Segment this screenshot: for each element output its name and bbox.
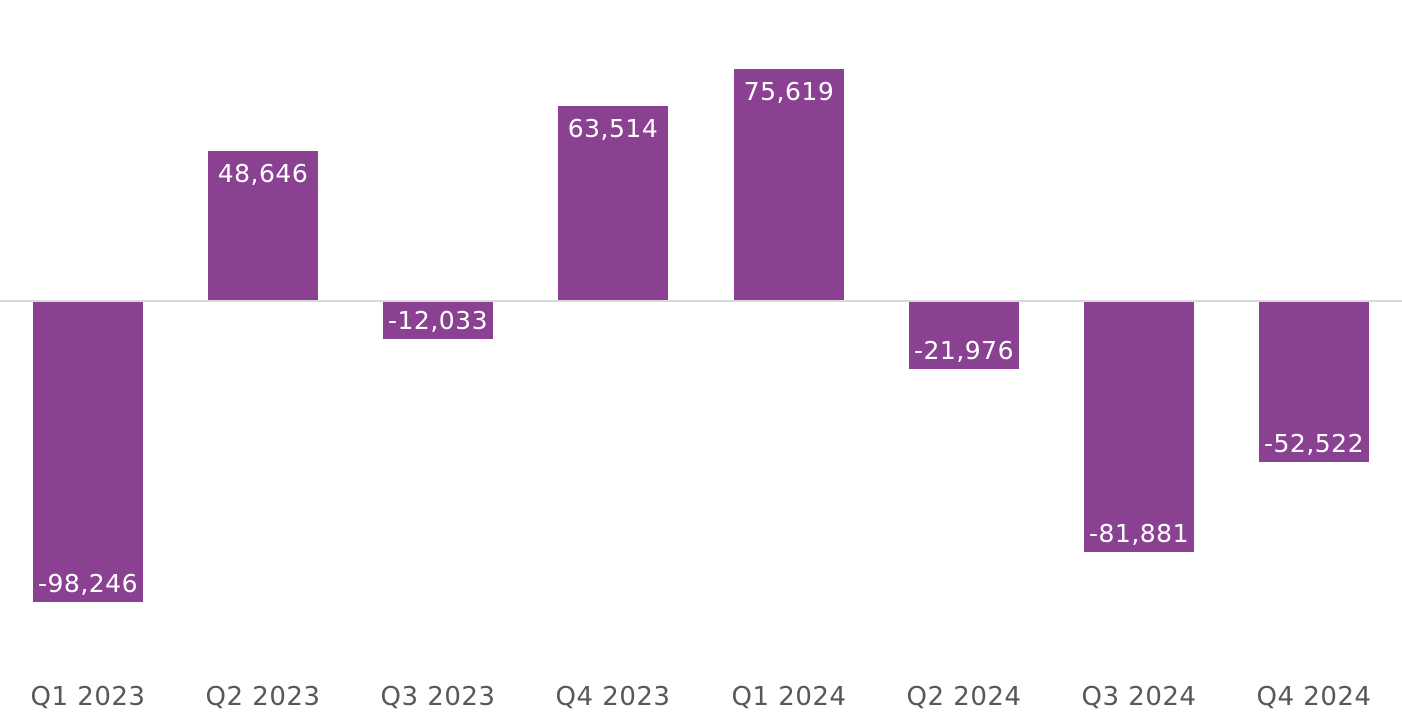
bar-value-label-q4-2023: 63,514 bbox=[567, 114, 659, 143]
zero-axis-line bbox=[0, 300, 1402, 302]
bar-value-label-q1-2024: 75,619 bbox=[743, 77, 835, 106]
bar-q3-2023: -12,033 bbox=[383, 302, 493, 339]
bar-q1-2023: -98,246 bbox=[33, 302, 143, 602]
bar-value-label-q3-2024: -81,881 bbox=[1089, 518, 1189, 548]
bar-q1-2024: 75,619 bbox=[734, 69, 844, 300]
x-axis-label-q4-2023: Q4 2023 bbox=[555, 682, 671, 712]
bar-value-label-q1-2023: -98,246 bbox=[38, 568, 138, 598]
bar-q2-2023: 48,646 bbox=[208, 151, 318, 300]
x-axis-label-q4-2024: Q4 2024 bbox=[1256, 682, 1372, 712]
bar-value-label-q2-2023: 48,646 bbox=[217, 159, 309, 188]
bar-q4-2024: -52,522 bbox=[1259, 302, 1369, 462]
bar-value-label-q2-2024: -21,976 bbox=[914, 335, 1014, 365]
x-axis-label-q1-2024: Q1 2024 bbox=[731, 682, 847, 712]
x-axis-label-q3-2024: Q3 2024 bbox=[1081, 682, 1197, 712]
x-axis-label-q2-2024: Q2 2024 bbox=[906, 682, 1022, 712]
bar-q3-2024: -81,881 bbox=[1084, 302, 1194, 552]
x-axis-label-q2-2023: Q2 2023 bbox=[205, 682, 321, 712]
bar-value-label-q4-2024: -52,522 bbox=[1264, 428, 1364, 458]
bar-q2-2024: -21,976 bbox=[909, 302, 1019, 369]
x-axis-label-q1-2023: Q1 2023 bbox=[30, 682, 146, 712]
x-axis-label-q3-2023: Q3 2023 bbox=[380, 682, 496, 712]
bar-q4-2023: 63,514 bbox=[558, 106, 668, 300]
bar-value-label-q3-2023: -12,033 bbox=[388, 305, 488, 335]
